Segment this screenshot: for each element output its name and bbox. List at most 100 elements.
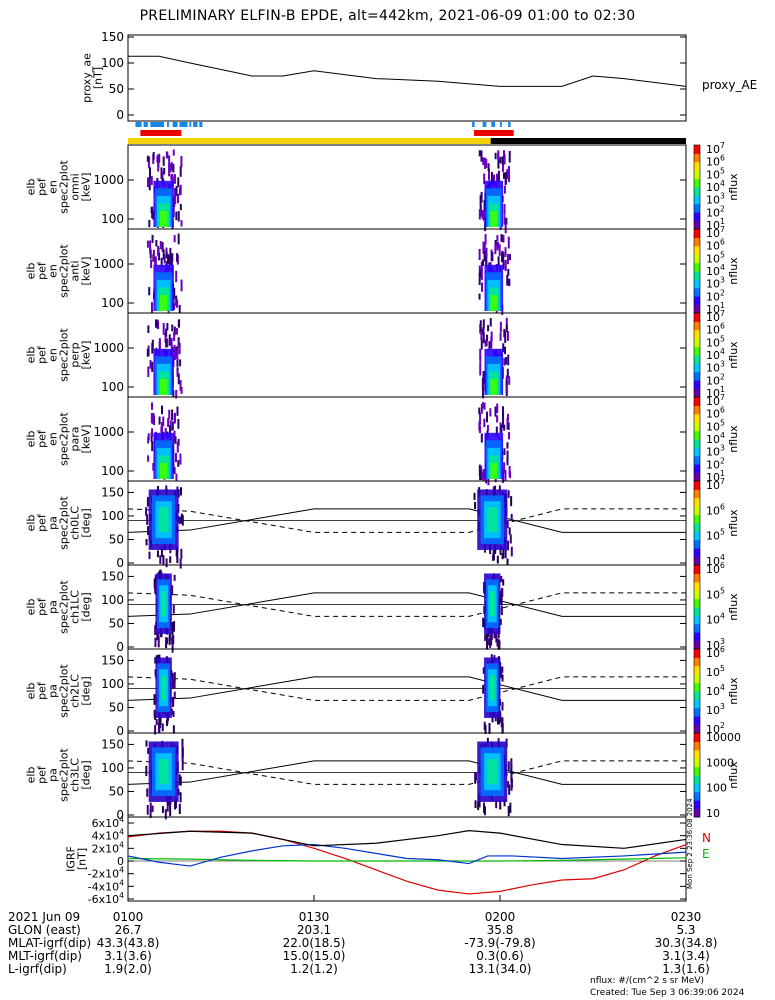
spectrogram-frame xyxy=(127,144,687,230)
anti-loss-cone-line xyxy=(127,592,686,617)
loss-cone-line xyxy=(127,592,686,617)
flux-pixel xyxy=(145,539,148,546)
flux-pixel xyxy=(173,331,176,342)
colorbar-cell xyxy=(694,552,700,555)
colorbar-cell xyxy=(694,780,700,783)
colorbar-cell xyxy=(694,646,700,649)
colorbar-cell xyxy=(694,349,700,352)
flux-pixel xyxy=(179,487,182,496)
flux-pixel xyxy=(502,234,505,243)
colorbar-cell xyxy=(694,339,700,342)
colorbar-cell xyxy=(694,719,700,721)
flux-pixel xyxy=(478,248,481,261)
colorbar-cell xyxy=(694,598,700,601)
ylabel: en xyxy=(47,264,60,278)
ylabel: spec2plot xyxy=(58,244,71,298)
flux-core xyxy=(158,507,169,533)
flux-core xyxy=(490,211,498,227)
flux-pixel xyxy=(151,402,154,410)
flux-pixel xyxy=(160,405,163,415)
science-zone-marker xyxy=(482,122,487,127)
colorbar-cell xyxy=(694,616,700,619)
flux-pixel xyxy=(173,235,176,243)
flux-pixel xyxy=(160,257,163,267)
colorbar-cell xyxy=(694,352,700,355)
flux-pixel xyxy=(486,425,489,432)
colorbar-cell xyxy=(694,420,700,423)
colorbar-cell xyxy=(694,437,700,440)
flux-pixel xyxy=(176,557,179,564)
colorbar-cell xyxy=(694,688,700,691)
flux-pixel xyxy=(503,424,506,431)
colorbar-cell xyxy=(694,670,700,672)
colorbar-cell xyxy=(694,632,700,635)
footer-value: 1.2(1.2) xyxy=(290,962,338,976)
ytick-label: 1000 xyxy=(93,173,124,187)
colorbar-cell xyxy=(694,377,700,380)
flux-pixel xyxy=(478,273,481,286)
colorbar-cell xyxy=(694,492,700,495)
flux-pixel xyxy=(172,698,175,707)
colorbar-cell xyxy=(694,706,700,709)
ylabel: [deg] xyxy=(80,760,93,789)
flux-pixel xyxy=(507,236,510,249)
units-note: nflux: #/(cm^2 s sr MeV) xyxy=(590,976,704,986)
chart-title: PRELIMINARY ELFIN-B EPDE, alt=442km, 202… xyxy=(139,8,636,24)
flux-pixel xyxy=(500,234,503,242)
flux-pixel xyxy=(493,174,496,184)
flux-pixel xyxy=(173,574,176,581)
colorbar-cell xyxy=(694,483,700,486)
flux-core xyxy=(159,463,168,479)
flux-pixel xyxy=(170,708,173,715)
flux-pixel xyxy=(505,386,508,394)
colorbar-cell xyxy=(694,237,700,240)
flux-pixel xyxy=(165,719,168,727)
colorbar-cell xyxy=(694,223,700,226)
flux-pixel xyxy=(169,556,172,563)
colorbar-cell xyxy=(694,686,700,689)
colorbar-label: nflux xyxy=(727,677,740,705)
colorbar-cell xyxy=(694,798,700,801)
flux-pixel xyxy=(178,304,181,313)
colorbar-cell xyxy=(694,422,700,425)
colorbar-cell xyxy=(694,391,700,394)
ylabel: spec2plot xyxy=(58,664,71,718)
ytick-label: 100 xyxy=(101,464,124,478)
colorbar-cell xyxy=(694,346,700,349)
ylabel: pa xyxy=(47,600,60,614)
colorbar-label: nflux xyxy=(727,509,740,537)
colorbar-cell xyxy=(694,446,700,448)
flux-pixel xyxy=(161,242,164,252)
colorbar-cell xyxy=(694,166,700,168)
colorbar-cell xyxy=(694,548,700,551)
flux-pixel xyxy=(171,621,174,633)
flux-pixel xyxy=(147,747,150,754)
flux-pixel xyxy=(490,336,493,349)
flux-pixel xyxy=(507,761,510,771)
flux-pixel xyxy=(501,553,504,560)
collection-marker xyxy=(140,130,182,136)
legend-E: E xyxy=(702,847,710,861)
colorbar-cell xyxy=(694,777,700,780)
flux-pixel xyxy=(506,331,509,341)
side-stamp: Mon Sep 2 23:36:08 2024 xyxy=(686,798,694,889)
colorbar-cell xyxy=(694,784,700,787)
flux-pixel xyxy=(480,328,483,341)
ytick-label: 150 xyxy=(101,485,124,499)
flux-pixel xyxy=(173,344,176,352)
flux-pixel xyxy=(145,507,148,516)
colorbar-cell xyxy=(694,220,700,223)
footer-value: -73.9(-79.8) xyxy=(464,936,536,950)
flux-pixel xyxy=(150,302,153,314)
flux-pixel xyxy=(485,338,488,347)
flux-pixel xyxy=(150,259,153,269)
colorbar-cell xyxy=(694,336,700,339)
flux-pixel xyxy=(149,249,152,259)
flux-pixel xyxy=(504,259,507,271)
footer-label: MLAT-igrf(dip) xyxy=(8,936,92,950)
pa-spectrogram-frame xyxy=(127,480,687,566)
science-zone-marker xyxy=(143,122,148,127)
ytick-label: 100 xyxy=(101,56,124,70)
colorbar-cell xyxy=(694,381,700,384)
flux-pixel xyxy=(180,279,183,292)
